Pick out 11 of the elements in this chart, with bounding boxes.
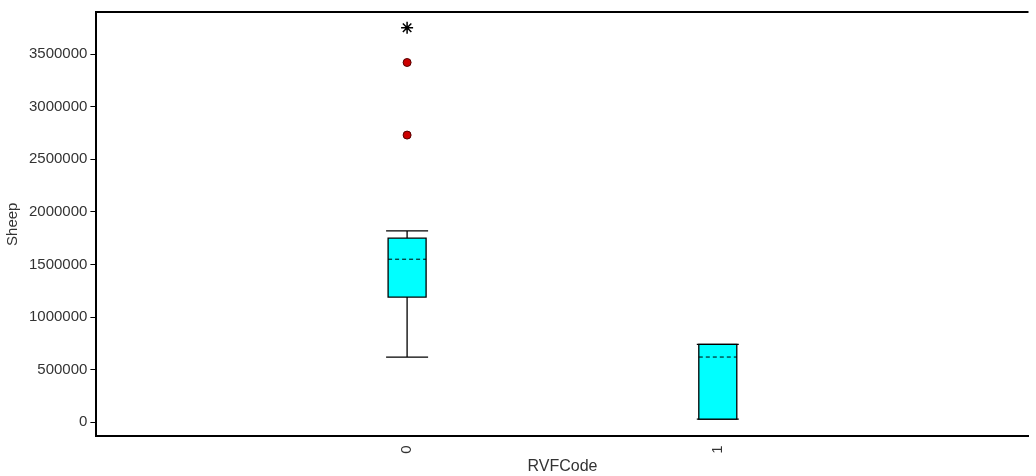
y-tick-label: 2000000 [28,202,88,220]
y-tick-label: 3500000 [28,44,88,62]
y-tick-label: 1500000 [28,254,88,272]
y-tick-label: 2500000 [28,149,88,167]
y-tick-label: 1000000 [28,307,88,325]
y-tick-label: 500000 [37,359,88,377]
x-axis-title: RVFCode [527,456,598,474]
y-tick-label: 0 [79,412,88,430]
x-tick-label: 1 [707,445,725,454]
y-axis-title: Sheep [3,202,21,246]
y-tick-label: 3000000 [28,96,88,114]
